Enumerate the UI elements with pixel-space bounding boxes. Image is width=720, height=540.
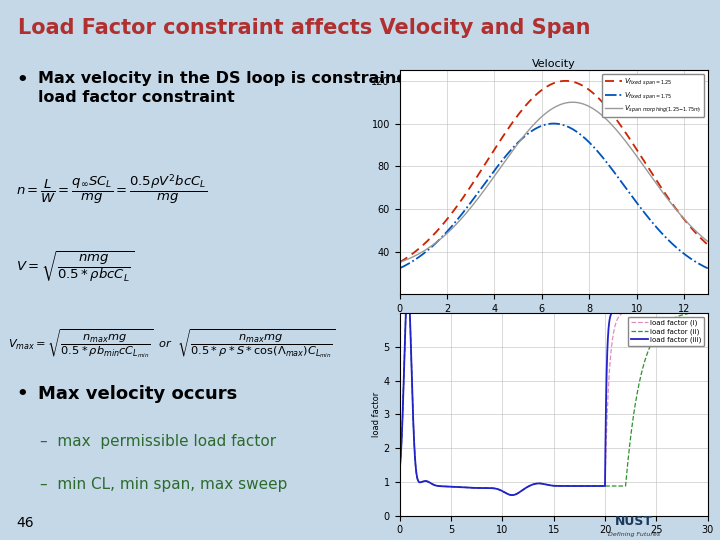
Title: Velocity: Velocity [532, 59, 575, 70]
load factor (iii) [665, 307, 673, 314]
load factor (i) [527, 482, 536, 488]
load factor (iii) [513, 490, 522, 496]
$V_{span\ morphing(1.25\!-\!1.75m)}$ [535, 116, 544, 123]
Text: •: • [16, 386, 28, 403]
Text: Max velocity occurs: Max velocity occurs [38, 386, 238, 403]
Text: $n = \dfrac{L}{W} = \dfrac{q_\infty SC_L}{mg} = \dfrac{0.5\rho V^2 bc C_L}{mg}$: $n = \dfrac{L}{W} = \dfrac{q_\infty SC_L… [16, 173, 207, 206]
Line: $V_{fixed\ span=1.25}$: $V_{fixed\ span=1.25}$ [400, 81, 708, 262]
$V_{fixed\ span=1.25}$ [450, 207, 459, 213]
load factor (i) [402, 303, 410, 310]
$V_{fixed\ span=1.25}$ [535, 89, 544, 96]
$V_{fixed\ span=1.75}$ [395, 265, 404, 272]
Line: $V_{fixed\ span=1.75}$: $V_{fixed\ span=1.75}$ [400, 124, 708, 268]
$V_{span\ morphing(1.25\!-\!1.75m)}$ [450, 223, 459, 230]
$V_{fixed\ span=1.25}$ [577, 82, 586, 89]
Legend: $V_{fixed\ span=1.25}$, $V_{fixed\ span=1.75}$, $V_{span\ morphing(1.25\!-\!1.75: $V_{fixed\ span=1.25}$, $V_{fixed\ span=… [602, 73, 704, 117]
$V_{fixed\ span=1.75}$ [703, 265, 712, 272]
$V_{span\ morphing(1.25\!-\!1.75m)}$ [474, 194, 483, 201]
$V_{fixed\ span=1.75}$ [474, 188, 483, 195]
Text: –  min CL, min span, max sweep: – min CL, min span, max sweep [40, 477, 288, 492]
Text: Load Factor constraint affects Velocity and Span: Load Factor constraint affects Velocity … [18, 18, 590, 38]
Line: load factor (iii): load factor (iii) [400, 307, 708, 495]
$V_{fixed\ span=1.25}$ [602, 103, 611, 110]
$V_{fixed\ span=1.25}$ [395, 259, 404, 266]
$V_{fixed\ span=1.25}$ [703, 241, 712, 248]
load factor (iii) [703, 307, 712, 314]
$V_{fixed\ span=1.75}$ [535, 124, 544, 130]
load factor (ii) [395, 468, 404, 474]
load factor (i) [508, 492, 516, 498]
load factor (ii) [402, 303, 410, 310]
$V_{span\ morphing(1.25\!-\!1.75m)}$ [577, 100, 586, 107]
Text: 46: 46 [16, 516, 34, 530]
load factor (iii) [395, 468, 404, 474]
Text: –  max  permissible load factor: – max permissible load factor [40, 434, 276, 449]
load factor (ii) [449, 483, 457, 490]
$V_{span\ morphing(1.25\!-\!1.75m)}$ [602, 116, 611, 122]
Line: load factor (i): load factor (i) [400, 307, 708, 495]
Y-axis label: load factor: load factor [372, 392, 381, 437]
Line: $V_{span\ morphing(1.25\!-\!1.75m)}$: $V_{span\ morphing(1.25\!-\!1.75m)}$ [400, 102, 708, 262]
$V_{fixed\ span=1.75}$ [549, 120, 558, 127]
$V_{fixed\ span=1.75}$ [577, 132, 586, 139]
Text: NUST: NUST [615, 515, 652, 528]
Text: Max velocity in the DS loop is constrained by
load factor constraint: Max velocity in the DS loop is constrain… [38, 71, 446, 105]
Line: load factor (ii): load factor (ii) [400, 307, 708, 495]
load factor (i) [665, 307, 673, 314]
$V_{fixed\ span=1.25}$ [628, 139, 636, 146]
Text: Defining Futures: Defining Futures [608, 532, 660, 537]
load factor (iii) [449, 483, 457, 490]
$V_{fixed\ span=1.75}$ [450, 220, 459, 227]
load factor (iii) [527, 482, 536, 488]
$V_{span\ morphing(1.25\!-\!1.75m)}$ [395, 259, 404, 266]
load factor (iii) [402, 303, 410, 310]
load factor (ii) [508, 492, 516, 498]
Text: •: • [16, 71, 28, 89]
load factor (i) [698, 307, 706, 314]
load factor (iii) [698, 307, 706, 314]
$V_{span\ morphing(1.25\!-\!1.75m)}$ [703, 238, 712, 245]
load factor (ii) [665, 318, 673, 325]
load factor (i) [513, 490, 522, 496]
load factor (iii) [508, 492, 516, 498]
X-axis label: t  (s): t (s) [541, 320, 567, 329]
$V_{span\ morphing(1.25\!-\!1.75m)}$ [628, 147, 636, 153]
load factor (i) [449, 483, 457, 490]
$V_{fixed\ span=1.25}$ [562, 78, 570, 84]
load factor (i) [395, 468, 404, 474]
load factor (ii) [431, 482, 439, 489]
load factor (ii) [513, 490, 522, 496]
load factor (ii) [703, 308, 712, 315]
load factor (i) [431, 482, 439, 489]
Text: $V_{max} = \sqrt{\dfrac{n_{max}mg}{0.5*\rho b_{min}cC_{L_{min}}}}$  $or$  $\sqrt: $V_{max} = \sqrt{\dfrac{n_{max}mg}{0.5*\… [8, 327, 336, 359]
$V_{span\ morphing(1.25\!-\!1.75m)}$ [568, 99, 577, 105]
load factor (iii) [431, 482, 439, 489]
Legend: load factor (i), load factor (ii), load factor (iii): load factor (i), load factor (ii), load … [628, 316, 704, 346]
$V_{fixed\ span=1.75}$ [602, 158, 611, 165]
Text: $V = \sqrt{\dfrac{nmg}{0.5*\rho bc C_L}}$: $V = \sqrt{\dfrac{nmg}{0.5*\rho bc C_L}}… [16, 250, 134, 285]
$V_{fixed\ span=1.25}$ [474, 171, 483, 177]
load factor (ii) [698, 308, 706, 315]
load factor (i) [703, 307, 712, 314]
$V_{fixed\ span=1.75}$ [628, 193, 636, 200]
load factor (ii) [527, 482, 536, 488]
